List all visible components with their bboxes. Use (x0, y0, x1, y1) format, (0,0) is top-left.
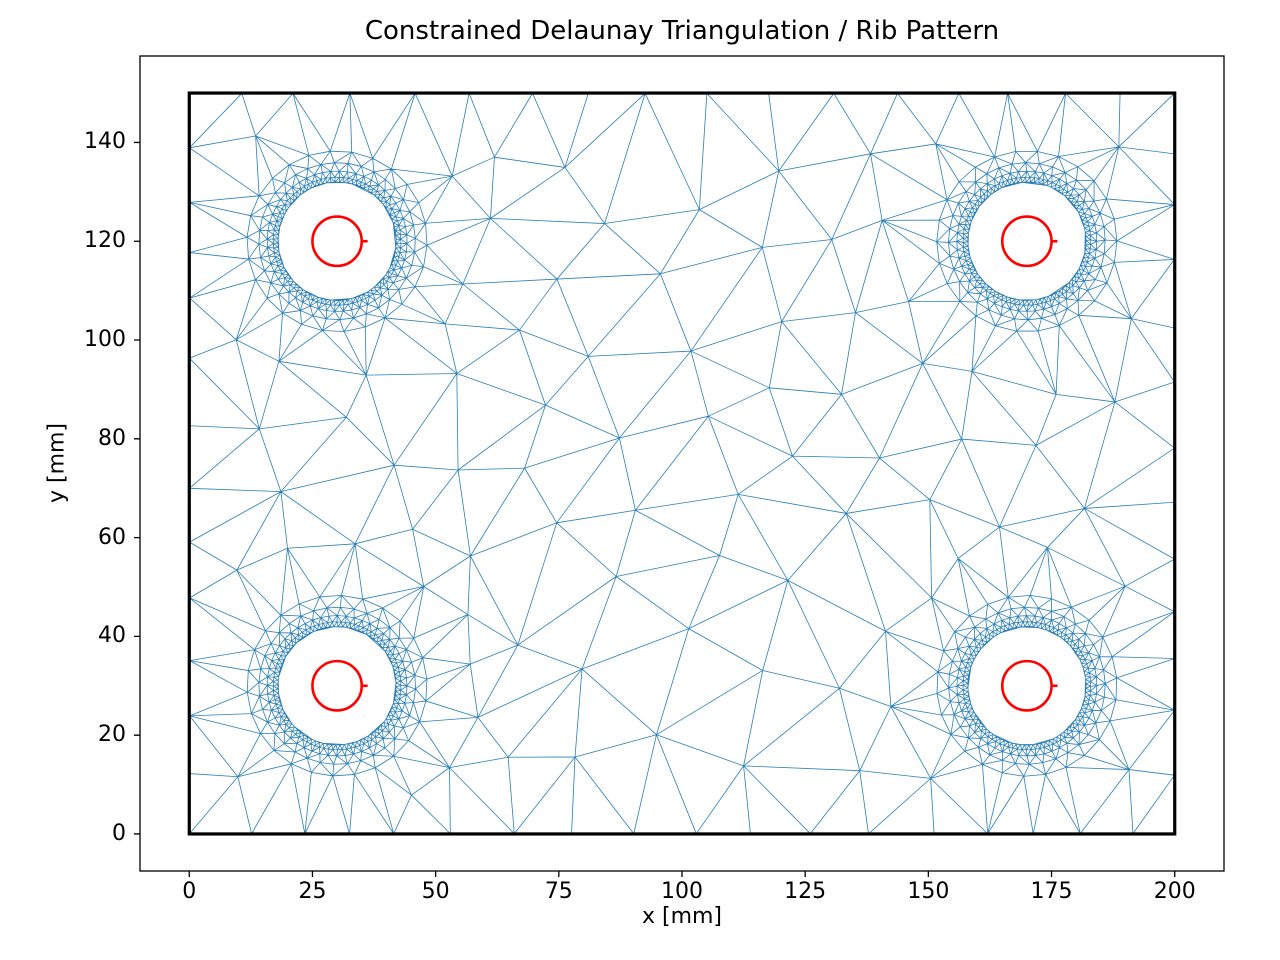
x-axis-label: x [mm] (641, 904, 723, 929)
y-axis-label: y [mm] (44, 422, 70, 504)
y-tick-label: 140 (84, 129, 126, 155)
y-tick-label: 0 (112, 820, 126, 846)
y-tick-label: 60 (98, 524, 126, 550)
x-tick-label: 50 (421, 879, 450, 904)
x-tick-label: 25 (298, 879, 327, 904)
plot-title: Constrained Delaunay Triangulation / Rib… (364, 16, 1000, 46)
x-tick-label: 125 (784, 879, 827, 904)
y-tick-label: 120 (84, 228, 126, 254)
y-tick-label: 40 (98, 623, 126, 649)
y-tick-label: 100 (84, 326, 126, 352)
y-tick-label: 80 (98, 425, 126, 451)
x-tick-label: 200 (1153, 879, 1196, 904)
x-tick-label: 175 (1030, 879, 1073, 904)
y-tick-label: 20 (98, 722, 126, 748)
x-tick-label: 75 (544, 879, 573, 904)
x-tick-label: 100 (661, 879, 703, 904)
x-tick-label: 0 (182, 879, 197, 904)
x-tick-label: 150 (907, 879, 950, 904)
